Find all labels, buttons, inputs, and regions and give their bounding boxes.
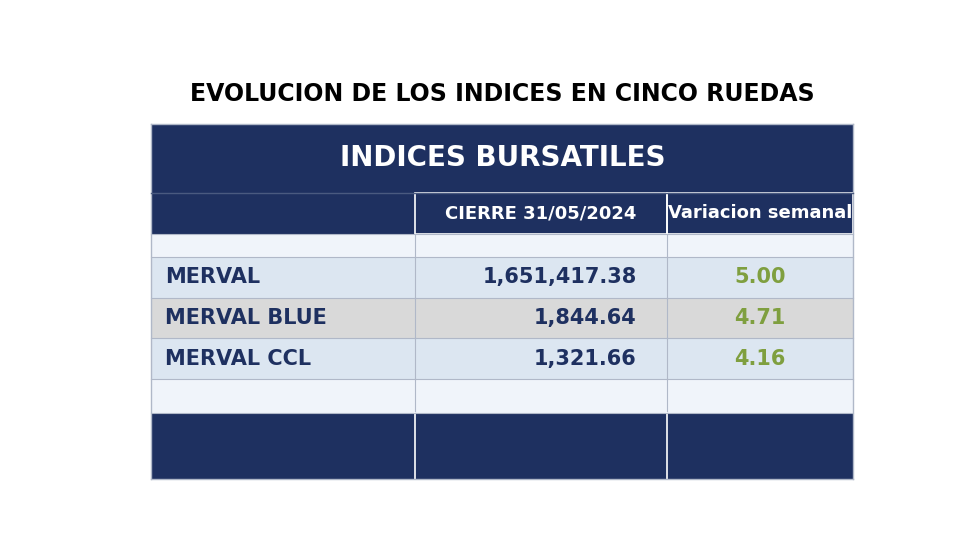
FancyBboxPatch shape bbox=[151, 298, 854, 338]
Text: 1,844.64: 1,844.64 bbox=[534, 308, 637, 328]
Text: MERVAL: MERVAL bbox=[165, 267, 260, 287]
FancyBboxPatch shape bbox=[151, 379, 854, 413]
Text: 1,321.66: 1,321.66 bbox=[534, 349, 637, 369]
Text: Variacion semanal: Variacion semanal bbox=[668, 205, 853, 222]
Text: MERVAL CCL: MERVAL CCL bbox=[165, 349, 312, 369]
FancyBboxPatch shape bbox=[151, 338, 854, 379]
Text: CIERRE 31/05/2024: CIERRE 31/05/2024 bbox=[445, 205, 637, 222]
Text: EVOLUCION DE LOS INDICES EN CINCO RUEDAS: EVOLUCION DE LOS INDICES EN CINCO RUEDAS bbox=[190, 82, 814, 106]
Text: 4.71: 4.71 bbox=[734, 308, 786, 328]
Text: INDICES BURSATILES: INDICES BURSATILES bbox=[339, 144, 665, 173]
FancyBboxPatch shape bbox=[151, 257, 854, 298]
FancyBboxPatch shape bbox=[151, 234, 854, 257]
Text: 4.16: 4.16 bbox=[734, 349, 786, 369]
FancyBboxPatch shape bbox=[151, 124, 854, 193]
FancyBboxPatch shape bbox=[151, 193, 854, 234]
Text: 5.00: 5.00 bbox=[734, 267, 786, 287]
FancyBboxPatch shape bbox=[151, 413, 854, 478]
Text: MERVAL BLUE: MERVAL BLUE bbox=[165, 308, 327, 328]
Text: 1,651,417.38: 1,651,417.38 bbox=[482, 267, 637, 287]
